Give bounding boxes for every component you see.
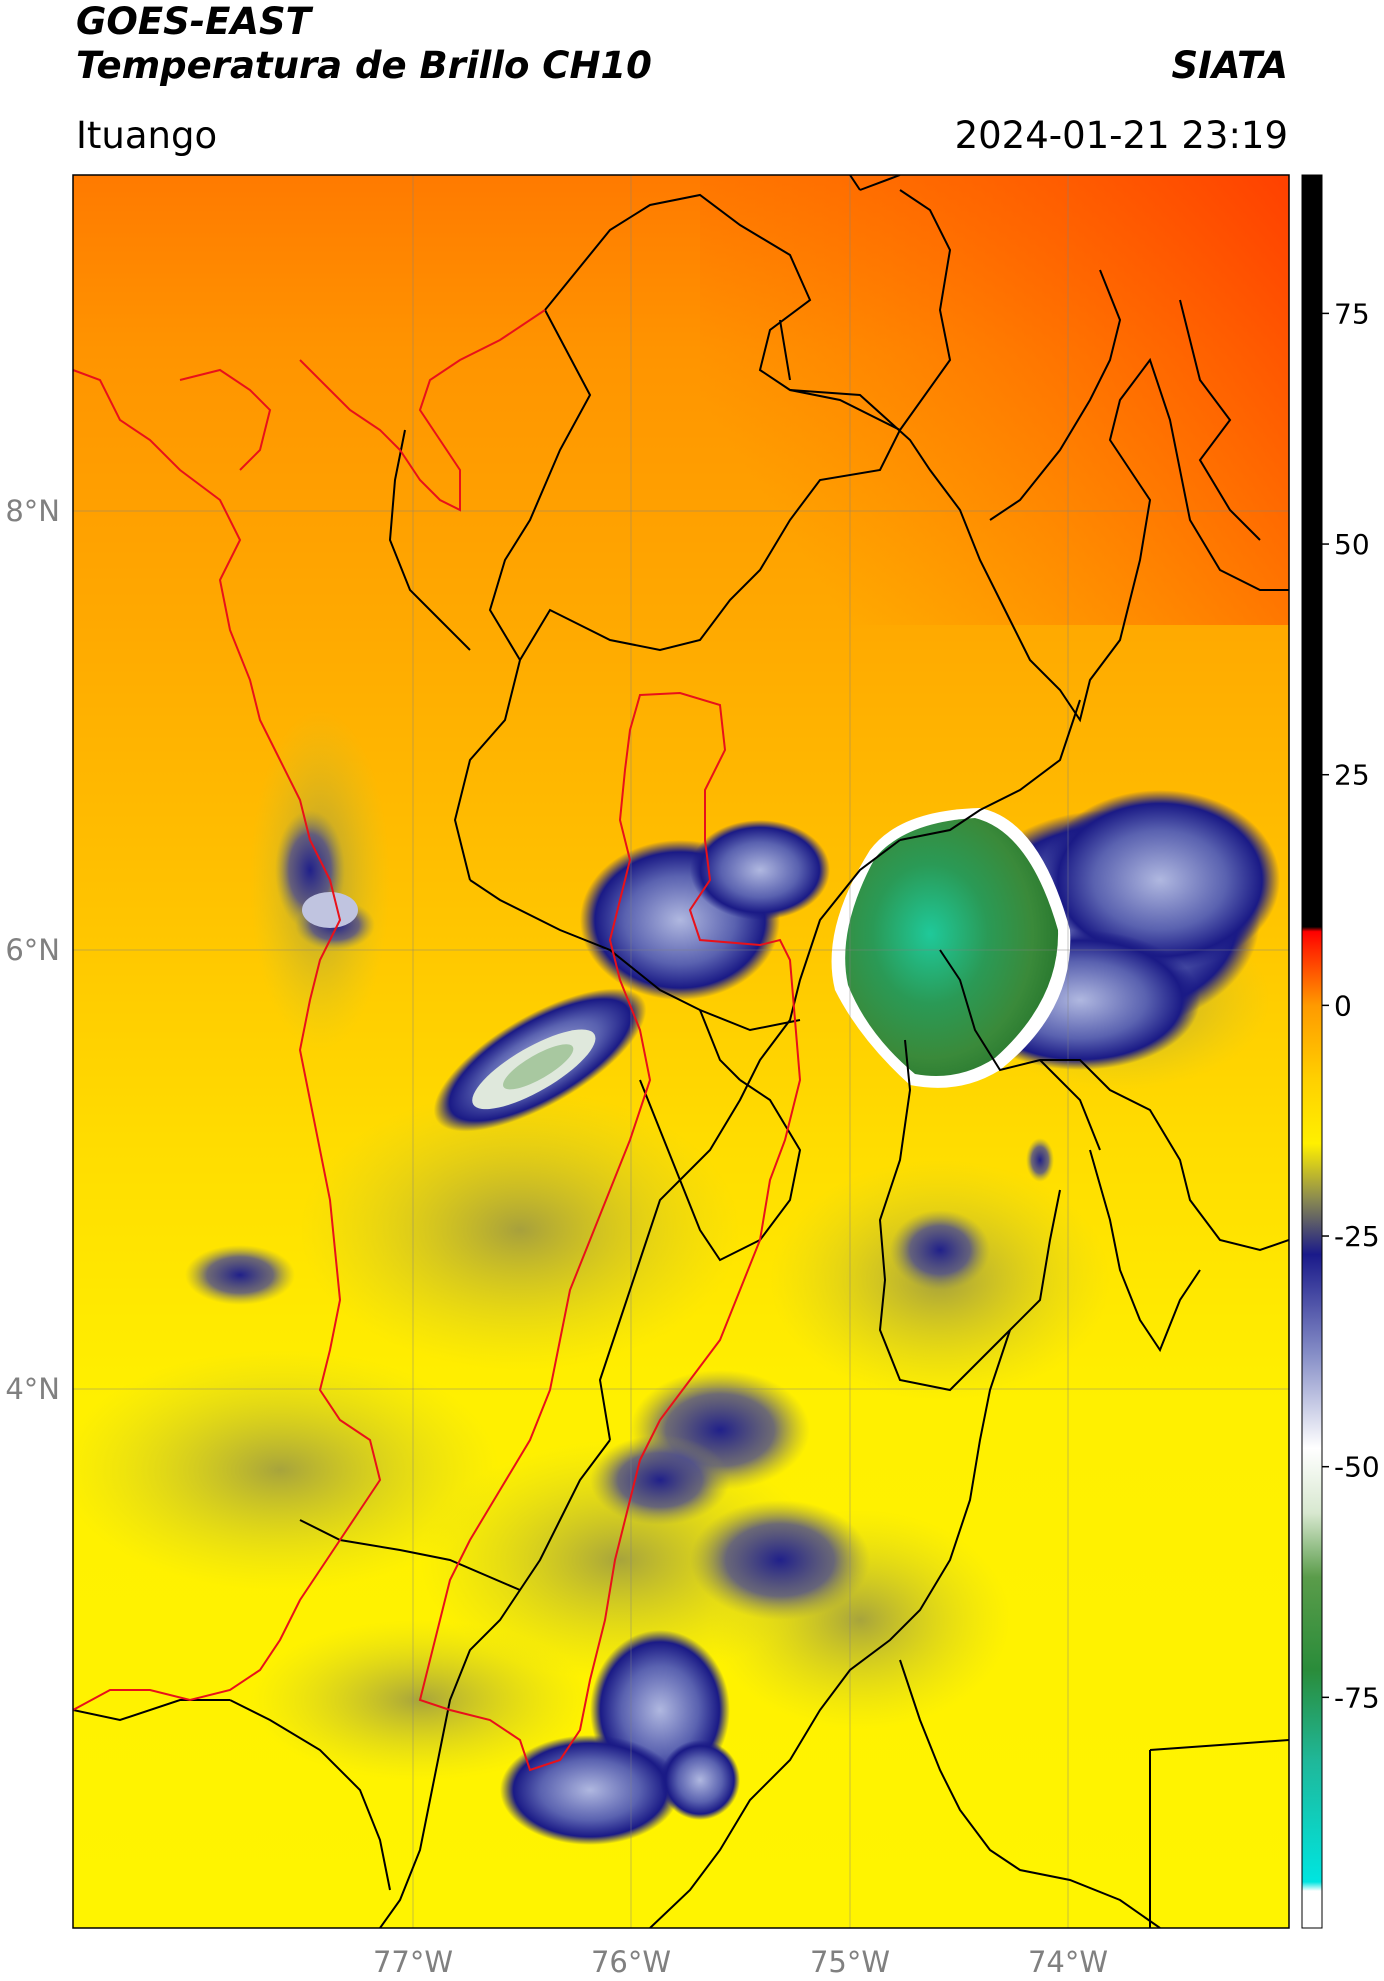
location-label: Ituango xyxy=(76,114,218,157)
lat-tick-label: 4°N xyxy=(5,1372,60,1406)
colorbar-tick-label: 0 xyxy=(1334,989,1352,1022)
longitude-axis: 77°W 76°W 75°W 74°W xyxy=(373,1945,1108,1979)
colorbar-tick-label: -75 xyxy=(1334,1681,1380,1714)
latitude-axis: 8°N 6°N 4°N xyxy=(5,494,60,1406)
brightness-temperature-field xyxy=(73,175,1289,1928)
lat-tick-label: 6°N xyxy=(5,933,60,967)
colorbar-tick-label: -50 xyxy=(1334,1451,1380,1484)
lat-tick-label: 8°N xyxy=(5,494,60,528)
coastline-and-basin xyxy=(73,309,802,1772)
colorbar-tick-label: 25 xyxy=(1334,759,1370,792)
lon-tick-label: 74°W xyxy=(1028,1945,1108,1979)
department-boundaries xyxy=(73,175,1289,1928)
timestamp-label: 2024-01-21 23:19 xyxy=(954,114,1288,157)
lon-tick-label: 76°W xyxy=(591,1945,671,1979)
colorbar-tick-label: 50 xyxy=(1334,528,1370,561)
lon-tick-label: 75°W xyxy=(810,1945,890,1979)
organization-label: SIATA xyxy=(1171,44,1288,87)
colorbar-scale xyxy=(1301,174,1323,1929)
colorbar-tick-label: 75 xyxy=(1334,297,1370,330)
colorbar: 75 50 25 0 -25 -50 -75 xyxy=(1301,174,1380,1929)
satellite-title: GOES-EAST xyxy=(76,0,311,43)
graticule xyxy=(73,175,1289,1928)
map-frame xyxy=(72,174,1290,1929)
lon-tick-label: 77°W xyxy=(373,1945,453,1979)
colorbar-tick-label: -25 xyxy=(1334,1220,1380,1253)
product-title: Temperatura de Brillo CH10 xyxy=(76,44,652,87)
